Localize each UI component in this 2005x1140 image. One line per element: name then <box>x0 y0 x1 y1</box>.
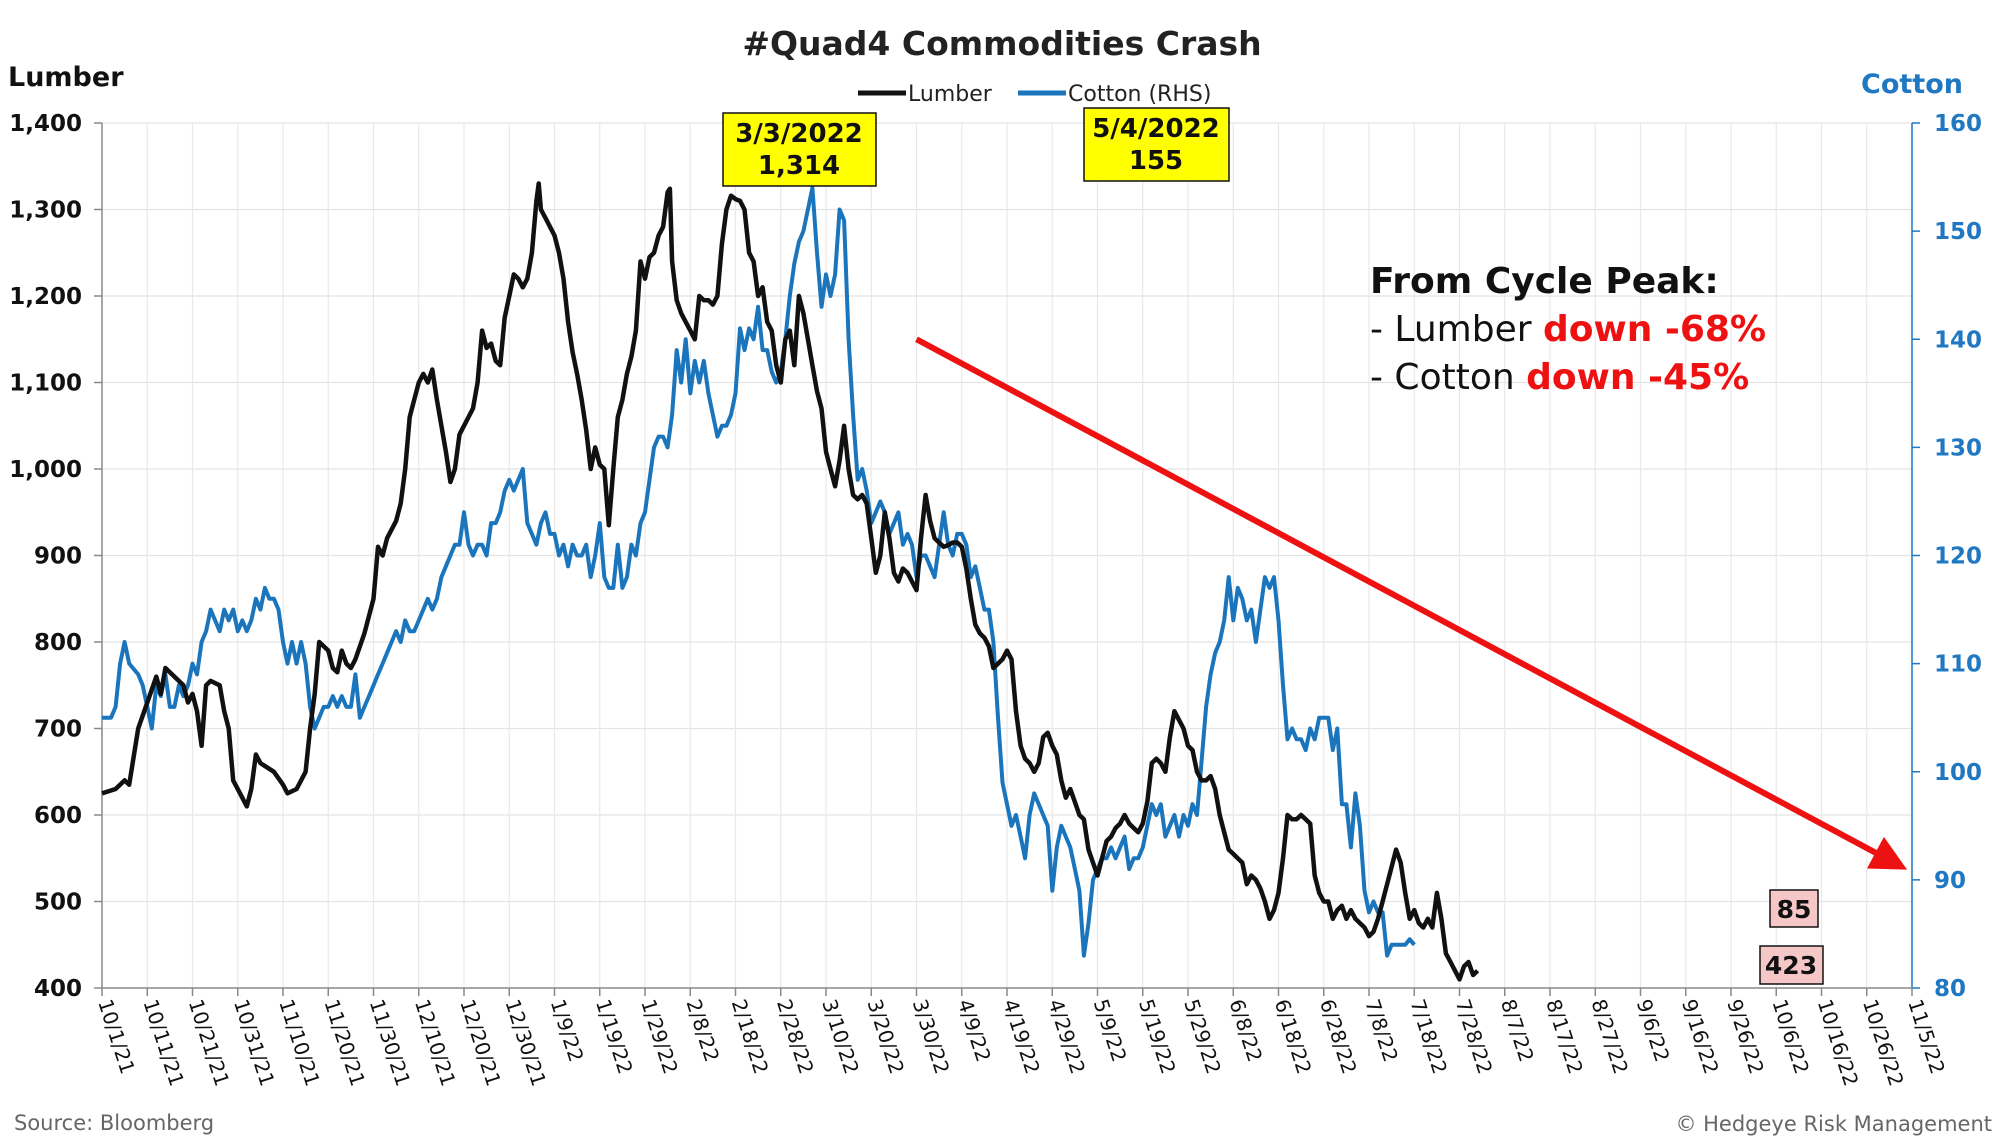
note-lumber-change: down -68% <box>1543 309 1766 350</box>
left-tick-label: 700 <box>34 717 82 743</box>
x-tick-label: 3/10/22 <box>817 996 864 1077</box>
x-tick-label: 3/20/22 <box>862 996 909 1077</box>
x-tick-label: 10/6/22 <box>1767 996 1814 1077</box>
x-tick-label: 1/19/22 <box>591 996 638 1077</box>
left-tick-label: 600 <box>34 803 82 829</box>
chart-title: #Quad4 Commodities Crash <box>742 24 1261 63</box>
right-tick-label: 160 <box>1934 111 1982 137</box>
x-tick-label: 7/18/22 <box>1405 996 1452 1077</box>
left-tick-label: 1,300 <box>9 198 82 224</box>
note-cotton-prefix: - Cotton <box>1370 357 1526 398</box>
right-tick-label: 110 <box>1934 652 1982 678</box>
note-lumber: - Lumber down -68% <box>1370 309 1766 350</box>
peak-cotton-date: 5/4/2022 <box>1092 114 1220 144</box>
series-line-lumber <box>101 181 1480 982</box>
note-lumber-prefix: - Lumber <box>1370 309 1543 350</box>
left-tick-label: 1,100 <box>9 371 82 397</box>
cycle-peak-note: From Cycle Peak: - Lumber down -68% - Co… <box>1370 261 1766 398</box>
x-tick-label: 4/9/22 <box>953 996 996 1065</box>
x-tick-label: 10/11/21 <box>138 996 189 1089</box>
end-value-lumber: 423 <box>1765 951 1817 980</box>
x-tick-label: 11/30/21 <box>365 996 416 1089</box>
legend-label-cotton: Cotton (RHS) <box>1068 82 1211 107</box>
left-tick-label: 1,000 <box>9 457 82 483</box>
left-tick-label: 900 <box>34 544 82 570</box>
end-label-cotton: 85 <box>1769 889 1819 928</box>
x-tick-label: 11/20/21 <box>319 996 370 1089</box>
right-tick-label: 100 <box>1934 760 1982 786</box>
x-axis-ticks: 10/1/2110/11/2110/21/2110/31/2111/10/211… <box>93 988 1950 1089</box>
end-value-cotton: 85 <box>1777 895 1812 924</box>
trend-arrow <box>915 336 1908 870</box>
legend-label-lumber: Lumber <box>908 82 993 107</box>
x-tick-label: 5/9/22 <box>1089 996 1132 1065</box>
x-tick-label: 9/6/22 <box>1632 996 1675 1065</box>
note-cotton-change: down -45% <box>1526 357 1749 398</box>
right-tick-label: 140 <box>1934 327 1982 353</box>
x-tick-label: 11/10/21 <box>274 996 325 1089</box>
right-tick-label: 120 <box>1934 544 1982 570</box>
x-tick-label: 10/26/22 <box>1858 996 1909 1089</box>
x-tick-label: 4/19/22 <box>998 996 1045 1077</box>
x-tick-label: 6/18/22 <box>1270 996 1317 1077</box>
note-heading: From Cycle Peak: <box>1370 261 1719 302</box>
peak-lumber-value: 1,314 <box>758 151 840 181</box>
peak-label-lumber: 3/3/2022 1,314 <box>722 112 877 187</box>
right-tick-label: 150 <box>1934 219 1982 245</box>
x-tick-label: 10/21/21 <box>184 996 235 1089</box>
x-tick-label: 10/1/21 <box>93 996 140 1077</box>
x-tick-label: 9/16/22 <box>1677 996 1724 1077</box>
x-tick-label: 4/29/22 <box>1043 996 1090 1077</box>
x-tick-label: 2/28/22 <box>772 996 819 1077</box>
x-tick-label: 8/7/22 <box>1496 996 1539 1065</box>
series-line-cotton <box>102 185 1416 958</box>
left-axis-label: Lumber <box>8 62 124 93</box>
right-tick-label: 130 <box>1934 435 1982 461</box>
left-axis-ticks: 400 500 600 700 800 900 1,000 1,100 1,200 1,300 1,… <box>9 111 102 1002</box>
copyright-note: © Hedgeye Risk Management <box>1675 1112 1992 1136</box>
x-tick-label: 9/26/22 <box>1722 996 1769 1077</box>
x-tick-label: 1/9/22 <box>546 996 589 1065</box>
x-tick-label: 8/17/22 <box>1541 996 1588 1077</box>
x-tick-label: 7/28/22 <box>1451 996 1498 1077</box>
x-tick-label: 11/5/22 <box>1903 996 1950 1077</box>
note-cotton: - Cotton down -45% <box>1370 357 1749 398</box>
peak-lumber-date: 3/3/2022 <box>735 119 863 149</box>
x-tick-label: 10/31/21 <box>229 996 280 1089</box>
peak-label-cotton: 5/4/2022 155 <box>1083 107 1230 182</box>
x-tick-label: 2/18/22 <box>727 996 774 1077</box>
x-tick-label: 5/19/22 <box>1134 996 1181 1077</box>
right-tick-label: 90 <box>1934 868 1966 894</box>
peak-cotton-value: 155 <box>1129 146 1183 176</box>
x-tick-label: 3/30/22 <box>908 996 955 1077</box>
legend: Lumber Cotton (RHS) <box>858 82 1211 107</box>
left-tick-label: 1,200 <box>9 284 82 310</box>
right-tick-label: 80 <box>1934 976 1966 1002</box>
end-label-lumber: 423 <box>1759 945 1824 985</box>
source-note: Source: Bloomberg <box>14 1111 214 1135</box>
x-tick-label: 1/29/22 <box>636 996 683 1077</box>
x-tick-label: 5/29/22 <box>1179 996 1226 1077</box>
left-tick-label: 400 <box>34 976 82 1002</box>
x-tick-label: 10/16/22 <box>1813 996 1864 1089</box>
x-tick-label: 8/27/22 <box>1586 996 1633 1077</box>
x-tick-label: 12/30/21 <box>500 996 551 1089</box>
left-tick-label: 800 <box>34 630 82 656</box>
right-axis-ticks: 80 90 100 110 120 130 140 150 160 <box>1912 111 1982 1002</box>
left-tick-label: 1,400 <box>9 111 82 137</box>
x-tick-label: 12/10/21 <box>410 996 461 1089</box>
x-tick-label: 12/20/21 <box>455 996 506 1089</box>
left-tick-label: 500 <box>34 890 82 916</box>
right-axis-label: Cotton <box>1861 69 1963 100</box>
x-tick-label: 2/8/22 <box>681 996 724 1065</box>
x-tick-label: 7/8/22 <box>1360 996 1403 1065</box>
gridlines <box>102 122 1913 988</box>
x-tick-label: 6/8/22 <box>1224 996 1267 1065</box>
x-tick-label: 6/28/22 <box>1315 996 1362 1077</box>
